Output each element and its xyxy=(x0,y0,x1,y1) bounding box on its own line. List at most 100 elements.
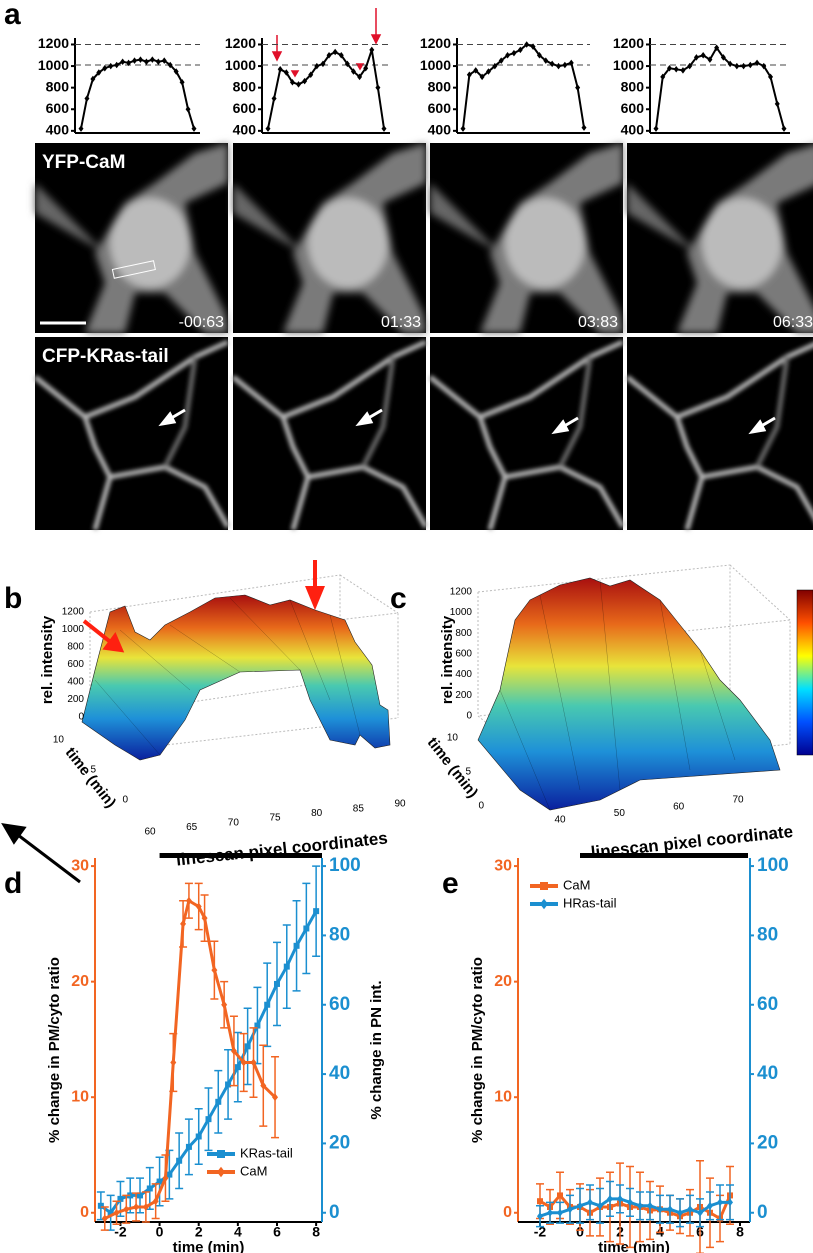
data-point xyxy=(78,125,84,132)
data-point xyxy=(543,57,549,64)
legend-label: KRas-tail xyxy=(240,1145,293,1160)
legend-label: CaM xyxy=(563,877,590,892)
y2-axis-title: % change in PN int. xyxy=(368,980,385,1119)
data-point xyxy=(381,125,387,132)
y-tick-label: 0 xyxy=(80,1204,89,1221)
y-tick-label: 1000 xyxy=(225,57,256,73)
data-point xyxy=(303,925,310,932)
data-point xyxy=(549,60,555,68)
data-point xyxy=(637,1201,643,1210)
y-tick-label: 600 xyxy=(46,100,70,116)
data-point xyxy=(296,81,302,88)
y2-tick-label: 80 xyxy=(329,924,350,945)
data-point xyxy=(240,1058,247,1067)
data-point xyxy=(277,66,283,73)
data-point xyxy=(234,1064,241,1071)
x-tick-label: 70 xyxy=(732,795,744,806)
y-tick-label: 800 xyxy=(428,78,452,94)
data-point xyxy=(260,1081,267,1090)
data-point xyxy=(700,52,706,59)
data-point xyxy=(473,67,479,74)
data-point xyxy=(338,52,344,59)
axis-title: rel. intensity xyxy=(39,615,56,704)
y-tick-label: 600 xyxy=(233,100,257,116)
data-point xyxy=(657,1205,663,1214)
panel-letter: e xyxy=(442,867,459,900)
data-point xyxy=(180,919,187,928)
timestamp: 01:33 xyxy=(381,314,421,331)
z-tick-label: 200 xyxy=(67,694,84,705)
data-point xyxy=(537,1198,543,1205)
timestamp: 03:83 xyxy=(578,314,618,331)
data-point xyxy=(717,1198,723,1207)
data-point xyxy=(344,60,350,68)
data-point xyxy=(173,68,179,75)
data-point xyxy=(97,1202,104,1209)
image-grid xyxy=(35,143,813,530)
y-tick-label: 1200 xyxy=(613,35,644,51)
axis-title: rel. intensity xyxy=(439,615,456,704)
z-tick-label: 800 xyxy=(455,628,472,639)
data-point xyxy=(597,1201,603,1210)
y-tick-label: 400 xyxy=(428,122,452,138)
panel-letter: b xyxy=(4,582,22,615)
z-tick-label: 400 xyxy=(455,669,472,680)
data-point xyxy=(162,1174,169,1182)
z-tick-label: 600 xyxy=(455,649,472,660)
y-tick-label: 1200 xyxy=(420,35,451,51)
data-point xyxy=(272,1093,279,1102)
y2-tick-label: 40 xyxy=(757,1063,778,1084)
y-tick-label: 0 xyxy=(503,1204,512,1221)
legend-label: CaM xyxy=(240,1163,267,1178)
data-point xyxy=(195,1133,202,1140)
time-tick-label: 10 xyxy=(447,733,459,744)
image-label: YFP-CaM xyxy=(42,152,125,173)
surface-plot xyxy=(477,564,813,811)
data-point xyxy=(114,61,120,69)
axis-title: time (min) xyxy=(424,734,482,801)
data-point xyxy=(720,54,726,61)
data-point xyxy=(195,902,202,911)
data-point xyxy=(137,56,143,63)
data-point xyxy=(627,1198,633,1207)
data-point xyxy=(271,95,277,102)
data-point xyxy=(314,62,320,70)
data-point xyxy=(653,125,659,132)
data-point xyxy=(363,64,369,72)
data-point xyxy=(768,73,774,81)
y2-tick-label: 60 xyxy=(329,994,350,1015)
x-tick-label: 40 xyxy=(554,815,566,826)
data-point xyxy=(250,1058,257,1067)
data-point xyxy=(547,1208,553,1217)
data-point xyxy=(727,60,733,68)
z-tick-label: 1200 xyxy=(450,586,473,597)
panel-letter: a xyxy=(4,0,21,31)
data-point xyxy=(466,71,472,78)
x-tick-label: 65 xyxy=(186,822,198,833)
data-point xyxy=(201,914,208,922)
data-point xyxy=(176,1157,183,1164)
data-point xyxy=(375,84,381,91)
data-point xyxy=(781,125,787,132)
x-tick-label: 60 xyxy=(673,801,685,812)
data-point xyxy=(498,57,504,64)
data-point xyxy=(492,62,498,70)
data-point xyxy=(225,1081,232,1088)
data-point xyxy=(179,79,185,86)
data-point xyxy=(132,57,138,64)
data-point xyxy=(152,1197,159,1206)
data-point xyxy=(107,1209,114,1216)
x-tick-label: 2 xyxy=(195,1224,203,1240)
data-point xyxy=(557,1208,563,1217)
x-axis-title: time (min) xyxy=(173,1239,245,1253)
legend-marker xyxy=(540,898,548,910)
data-point xyxy=(283,69,289,76)
y-tick-label: 30 xyxy=(71,857,89,874)
data-point xyxy=(460,125,466,132)
stimulus-bar xyxy=(580,853,748,858)
data-point xyxy=(170,1058,177,1067)
data-point xyxy=(536,52,542,59)
series-line xyxy=(655,45,785,129)
timestamp: -00:63 xyxy=(179,314,224,331)
data-point xyxy=(666,64,672,72)
